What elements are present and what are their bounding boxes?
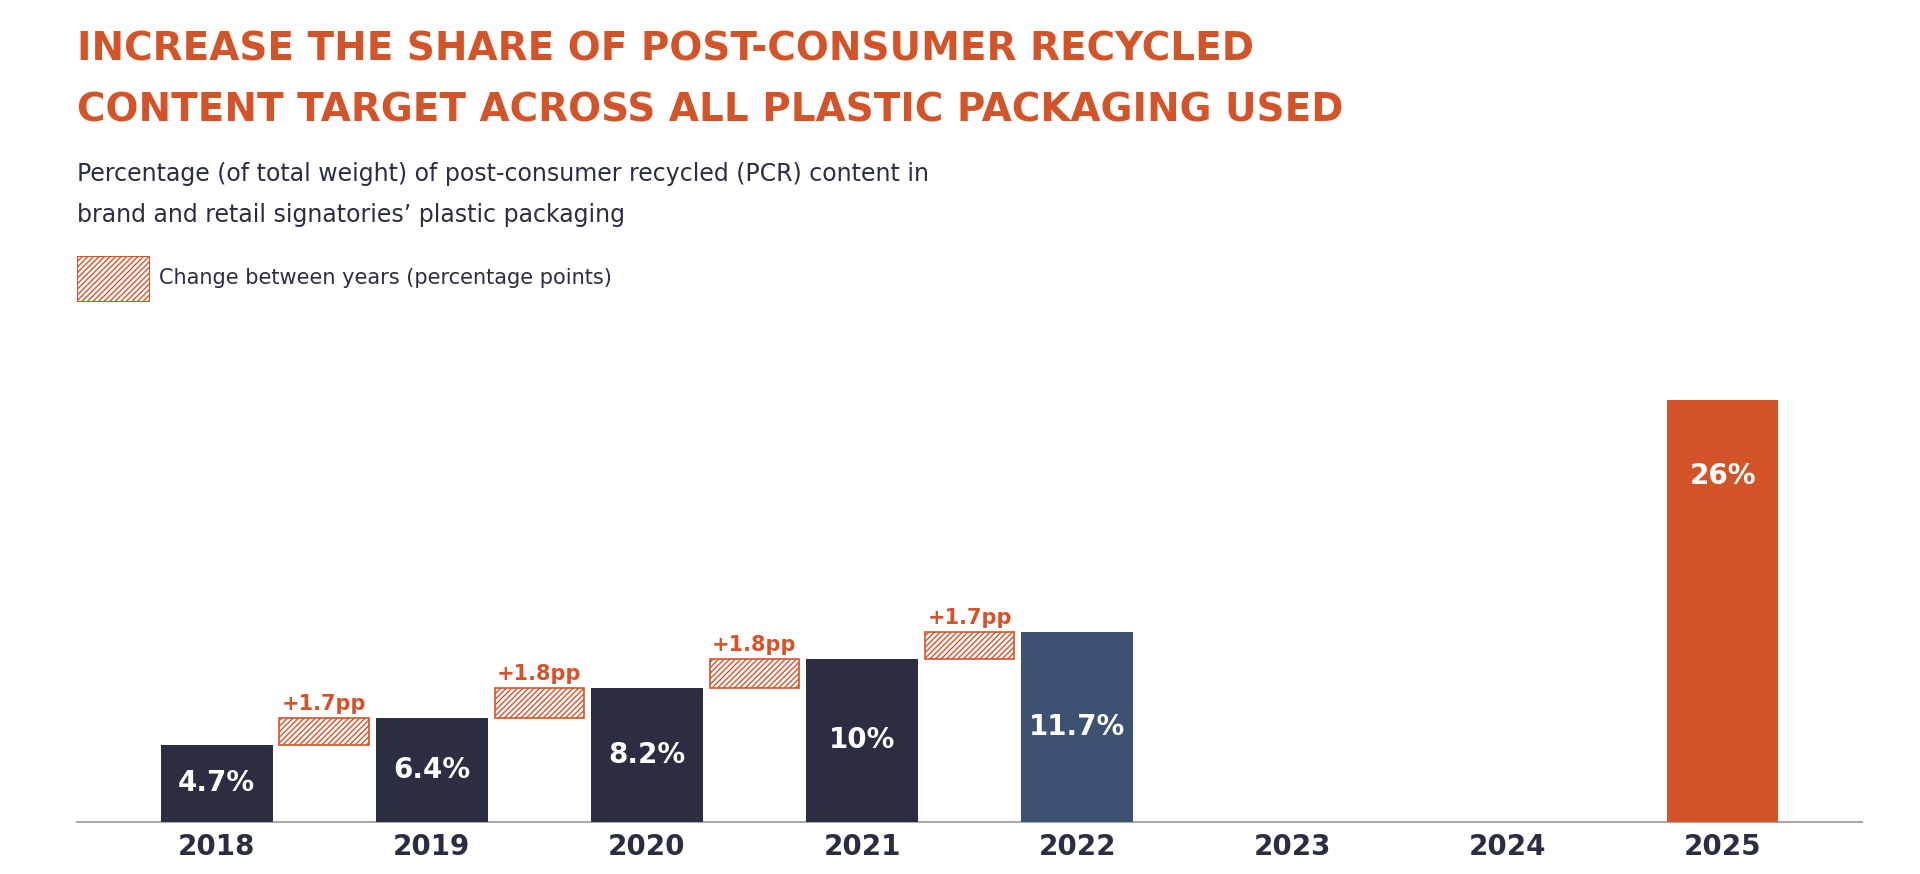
Text: +1.8pp: +1.8pp (712, 635, 797, 656)
Bar (376, 718, 488, 822)
Text: INCREASE THE SHARE OF POST-CONSUMER RECYCLED: INCREASE THE SHARE OF POST-CONSUMER RECY… (77, 31, 1254, 68)
Text: 8.2%: 8.2% (609, 741, 685, 769)
Text: 4.7%: 4.7% (179, 769, 255, 797)
Text: Percentage (of total weight) of post-consumer recycled (PCR) content in: Percentage (of total weight) of post-con… (77, 162, 929, 185)
Bar (591, 689, 703, 822)
Bar (161, 746, 273, 822)
Text: +1.7pp: +1.7pp (282, 694, 367, 713)
Text: +1.7pp: +1.7pp (927, 607, 1012, 628)
Text: Change between years (percentage points): Change between years (percentage points) (159, 268, 612, 288)
Text: +1.8pp: +1.8pp (497, 664, 582, 684)
Bar (925, 632, 1014, 659)
Text: 10%: 10% (829, 726, 895, 754)
Text: 26%: 26% (1690, 461, 1755, 489)
Bar (806, 659, 918, 822)
Bar (1667, 399, 1778, 822)
Text: 11.7%: 11.7% (1029, 712, 1125, 740)
Bar (710, 659, 799, 689)
Bar (1021, 632, 1133, 822)
Text: brand and retail signatories’ plastic packaging: brand and retail signatories’ plastic pa… (77, 203, 624, 226)
Bar (280, 718, 369, 746)
Text: 6.4%: 6.4% (394, 756, 470, 784)
Text: CONTENT TARGET ACROSS ALL PLASTIC PACKAGING USED: CONTENT TARGET ACROSS ALL PLASTIC PACKAG… (77, 92, 1344, 129)
Bar (495, 689, 584, 718)
